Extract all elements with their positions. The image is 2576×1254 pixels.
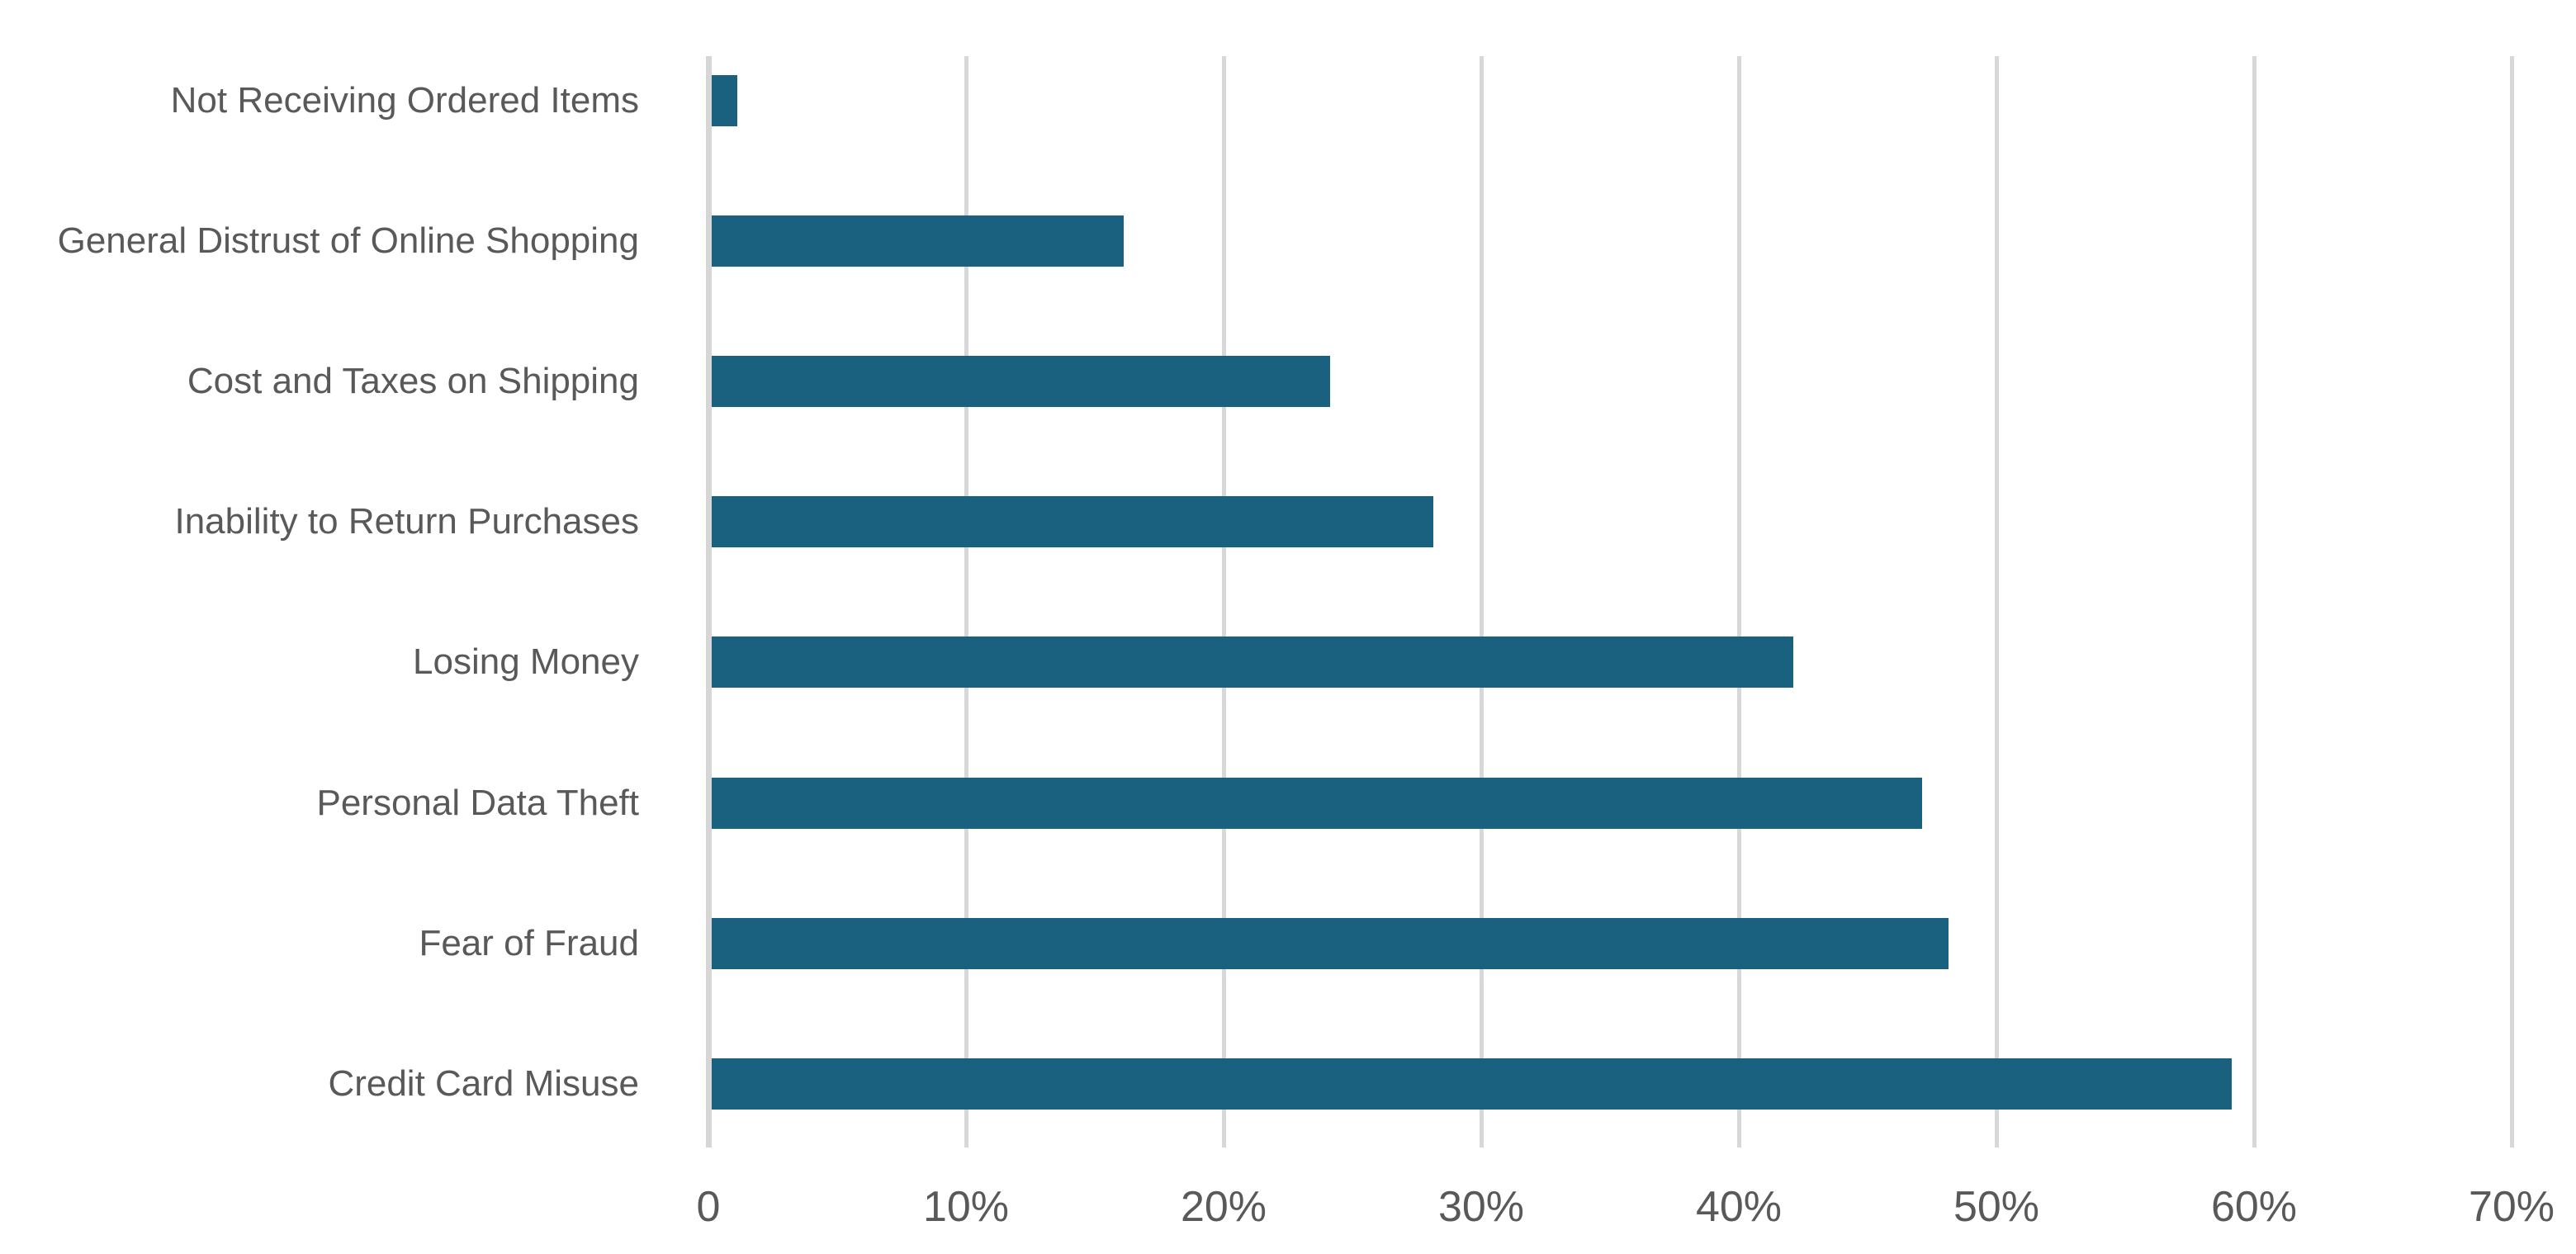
x-tick-label-0: 0 bbox=[696, 1183, 721, 1231]
gridline-60 bbox=[2252, 56, 2256, 1148]
bar-row-credit-card-misuse: Credit Card Misuse bbox=[0, 1058, 2576, 1110]
category-label: Inability to Return Purchases bbox=[174, 501, 639, 542]
bar-row-general-distrust-of-online-shopping: General Distrust of Online Shopping bbox=[0, 215, 2576, 267]
bar-credit-card-misuse bbox=[712, 1058, 2232, 1110]
bar-row-cost-and-taxes-on-shipping: Cost and Taxes on Shipping bbox=[0, 356, 2576, 408]
x-tick-label-60: 60% bbox=[2210, 1183, 2298, 1231]
gridline-20 bbox=[1221, 56, 1226, 1148]
bar-personal-data-theft bbox=[712, 777, 1923, 829]
bar-not-receiving-ordered-items bbox=[712, 75, 738, 127]
bar-row-losing-money: Losing Money bbox=[0, 636, 2576, 689]
bar-cost-and-taxes-on-shipping bbox=[712, 356, 1330, 408]
x-tick-label-70: 70% bbox=[2468, 1183, 2555, 1231]
category-label: Credit Card Misuse bbox=[328, 1062, 639, 1104]
category-label: General Distrust of Online Shopping bbox=[57, 220, 639, 262]
x-tick-label-50: 50% bbox=[1953, 1183, 2040, 1231]
gridline-10 bbox=[964, 56, 968, 1148]
bar-fear-of-fraud bbox=[712, 917, 1949, 969]
bar-general-distrust-of-online-shopping bbox=[712, 215, 1125, 267]
x-tick-label-30: 30% bbox=[1437, 1183, 1525, 1231]
bar-row-personal-data-theft: Personal Data Theft bbox=[0, 777, 2576, 829]
bar-losing-money bbox=[712, 636, 1794, 689]
bar-row-inability-to-return-purchases: Inability to Return Purchases bbox=[0, 496, 2576, 548]
x-tick-label-40: 40% bbox=[1695, 1183, 1783, 1231]
category-label: Personal Data Theft bbox=[316, 782, 639, 823]
bar-row-fear-of-fraud: Fear of Fraud bbox=[0, 917, 2576, 969]
y-axis-line bbox=[705, 56, 712, 1148]
gridline-40 bbox=[1736, 56, 1741, 1148]
category-label: Fear of Fraud bbox=[419, 922, 639, 963]
bar-row-not-receiving-ordered-items: Not Receiving Ordered Items bbox=[0, 75, 2576, 127]
x-tick-label-20: 20% bbox=[1180, 1183, 1267, 1231]
category-label: Losing Money bbox=[413, 641, 639, 683]
x-tick-label-10: 10% bbox=[922, 1183, 1010, 1231]
bar-inability-to-return-purchases bbox=[712, 496, 1433, 548]
category-label: Not Receiving Ordered Items bbox=[170, 80, 639, 121]
gridline-50 bbox=[1994, 56, 1999, 1148]
gridline-30 bbox=[1479, 56, 1484, 1148]
category-label: Cost and Taxes on Shipping bbox=[187, 361, 639, 402]
gridline-70 bbox=[2509, 56, 2514, 1148]
